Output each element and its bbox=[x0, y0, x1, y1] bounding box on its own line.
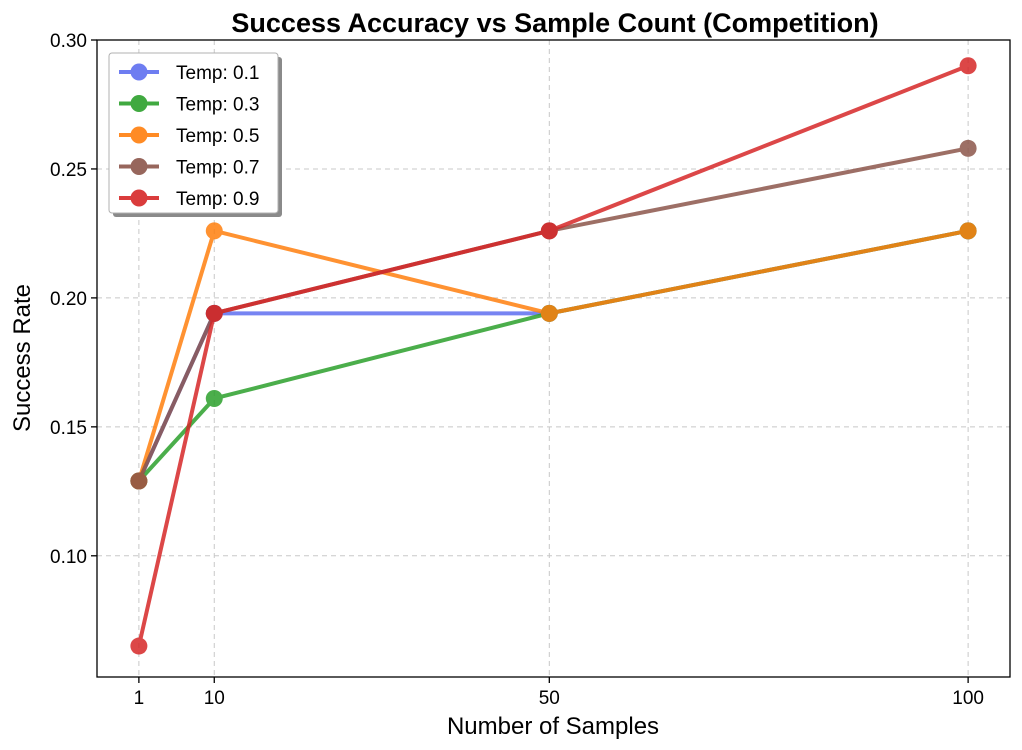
series-5 bbox=[130, 57, 977, 655]
x-axis: 1 10 50 100 bbox=[134, 677, 984, 709]
x-tick-label: 100 bbox=[952, 688, 984, 709]
data-point bbox=[130, 637, 148, 655]
data-point bbox=[205, 389, 223, 407]
legend-marker bbox=[130, 189, 148, 207]
legend-box bbox=[108, 52, 279, 214]
y-tick-label: 0.25 bbox=[50, 160, 87, 181]
series-line bbox=[136, 63, 969, 647]
legend-entry bbox=[119, 189, 159, 207]
legend-marker bbox=[130, 158, 148, 175]
data-point bbox=[130, 472, 148, 490]
series-line bbox=[136, 228, 969, 482]
data-point bbox=[959, 222, 977, 240]
y-tick-label: 0.10 bbox=[50, 547, 87, 568]
legend-entry bbox=[119, 158, 159, 175]
x-tick-label: 10 bbox=[204, 688, 225, 709]
legend-marker bbox=[130, 95, 148, 112]
series-3 bbox=[130, 222, 977, 490]
y-axis: 0.10 0.15 0.20 0.25 0.30 bbox=[50, 31, 97, 568]
plot-frame bbox=[96, 39, 1011, 678]
x-axis-label: Number of Samples bbox=[447, 713, 659, 740]
data-point bbox=[959, 139, 977, 157]
chart-title: Success Accuracy vs Sample Count (Compet… bbox=[231, 8, 878, 38]
series-1 bbox=[130, 222, 977, 490]
legend-label: Temp: 0.3 bbox=[176, 95, 259, 116]
y-tick-label: 0.30 bbox=[50, 31, 87, 52]
data-point bbox=[540, 222, 558, 240]
series-line bbox=[137, 228, 969, 483]
legend-entry bbox=[119, 63, 159, 81]
legend-entry bbox=[119, 95, 159, 112]
series-line bbox=[137, 228, 969, 482]
y-axis-label: Success Rate bbox=[9, 284, 36, 432]
data-point bbox=[205, 304, 223, 322]
y-tick-label: 0.15 bbox=[50, 418, 87, 439]
series-group bbox=[130, 57, 977, 655]
legend-marker bbox=[130, 63, 148, 81]
x-tick-label: 1 bbox=[134, 688, 145, 709]
data-point bbox=[540, 304, 558, 322]
x-tick-label: 50 bbox=[539, 688, 560, 709]
legend-label: Temp: 0.9 bbox=[176, 189, 259, 210]
legend-label: Temp: 0.5 bbox=[176, 126, 259, 147]
data-point bbox=[205, 222, 223, 240]
data-point bbox=[959, 57, 977, 75]
legend-marker bbox=[130, 126, 148, 144]
legend: Temp: 0.1 Temp: 0.3 Temp: 0.5 Temp: 0.7 Temp… bbox=[108, 52, 282, 217]
series-2 bbox=[130, 222, 977, 490]
legend-label: Temp: 0.7 bbox=[176, 158, 259, 179]
legend-label: Temp: 0.1 bbox=[176, 63, 259, 84]
y-tick-label: 0.20 bbox=[50, 289, 87, 310]
legend-entry bbox=[119, 126, 159, 144]
